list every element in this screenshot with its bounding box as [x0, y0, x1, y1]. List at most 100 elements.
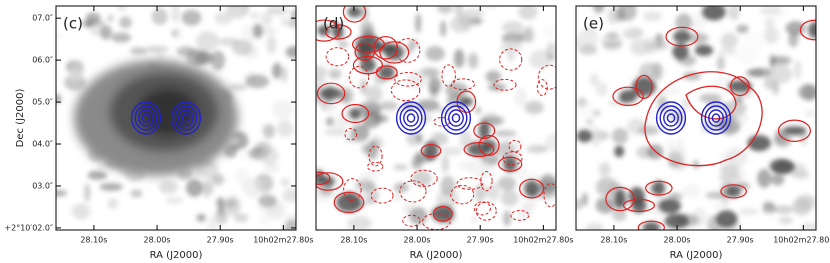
red-dashed-contour — [508, 139, 522, 153]
noise-blob — [717, 48, 737, 55]
noise-blob — [338, 41, 349, 48]
image — [56, 6, 296, 230]
noise-blob — [441, 154, 450, 174]
noise-blob — [186, 49, 209, 67]
noise-blob — [589, 73, 599, 86]
noise-blob — [245, 74, 270, 89]
noise-blob — [748, 68, 773, 78]
red-contour — [777, 119, 811, 142]
red-dashed-contour — [348, 65, 370, 89]
x-tick-label: 28.00s — [404, 236, 431, 245]
noise-blob — [611, 127, 629, 145]
noise-blob — [325, 55, 335, 67]
noise-blob — [471, 215, 479, 224]
noise-blob — [778, 217, 794, 224]
noise-blob — [85, 12, 101, 24]
red-contour — [316, 172, 344, 191]
noise-blob — [518, 6, 538, 20]
y-tick-label: 05.0″ — [32, 98, 53, 107]
noise-blob — [576, 99, 596, 115]
noise-blob — [407, 69, 428, 89]
noise-blob — [797, 84, 816, 100]
noise — [316, 6, 556, 230]
red-dashed-contour — [366, 161, 384, 172]
spot — [631, 77, 657, 97]
noise-blob — [425, 46, 445, 62]
noise-blob — [227, 84, 248, 91]
noise-blob — [500, 189, 519, 207]
spot — [423, 140, 439, 161]
spots — [576, 6, 816, 230]
blue-contours — [395, 101, 472, 135]
x-tick-label: 28.10s — [600, 236, 627, 245]
spot — [702, 6, 726, 21]
noise-blob — [158, 180, 178, 194]
y-tick-label: +2°10′02.0″ — [4, 223, 53, 232]
noise-blob — [771, 64, 793, 84]
red-contour — [351, 35, 385, 53]
noise-blob — [56, 32, 63, 39]
spot — [694, 44, 714, 56]
panel-label: (c) — [63, 15, 83, 33]
red-contour — [316, 82, 346, 105]
red-dashed-contour — [499, 48, 523, 71]
noise-blob — [518, 205, 531, 221]
noise-blob — [763, 26, 778, 45]
spot — [619, 89, 638, 103]
noise-blob — [107, 14, 114, 22]
noise-blob — [667, 192, 683, 201]
noise-blob — [280, 66, 288, 83]
noise-blob — [408, 38, 418, 49]
blue-contour — [711, 113, 721, 123]
noise-blob — [366, 140, 378, 160]
red-dashed-contour — [370, 187, 394, 204]
red-contour — [645, 180, 673, 196]
spot — [524, 180, 539, 197]
noise-blob — [458, 159, 477, 171]
noise-blob — [805, 109, 816, 117]
noise-blob — [785, 21, 806, 36]
noise-blob — [436, 6, 453, 13]
blue-contour — [395, 101, 427, 135]
red-dashed-contour — [450, 78, 476, 91]
red-contour — [473, 122, 496, 139]
blue-contour — [655, 101, 687, 135]
spot — [316, 170, 326, 186]
panel: 28.10s 28.00s 27.90s 10h02m27.80s RA (J2000)… — [315, 5, 574, 261]
noise-blob — [394, 194, 401, 201]
spot — [467, 142, 491, 157]
noise — [576, 6, 816, 230]
spot — [728, 80, 752, 93]
noise-blob — [771, 173, 785, 186]
noise-blob — [280, 177, 291, 187]
spot — [576, 129, 593, 143]
noise-blob — [699, 93, 722, 103]
panel: 28.10s 28.00s 27.90s 10h02m27.80s RA (J2000)… — [575, 5, 830, 261]
noise-blob — [266, 6, 289, 16]
noise-blob — [529, 50, 553, 69]
red-dashed-contour — [394, 71, 422, 87]
spot — [672, 43, 689, 60]
red-dashed-contour — [399, 180, 427, 203]
spot — [658, 198, 682, 214]
red-dashed-contour — [325, 47, 350, 67]
noise-blob — [772, 80, 780, 96]
blue-contour — [141, 113, 151, 123]
noise-blob — [83, 183, 91, 202]
noise-blob — [547, 41, 556, 56]
noise-blob — [667, 145, 687, 163]
x-tick-label: 28.10s — [340, 236, 367, 245]
red-contour — [612, 86, 644, 107]
noise-blob — [441, 146, 464, 156]
red-contour — [720, 184, 747, 199]
red-contour — [342, 6, 367, 23]
noise-blob — [661, 87, 682, 95]
noise-blob — [316, 65, 328, 80]
y-tick-label: 03.0″ — [32, 181, 53, 190]
noise-blob — [601, 32, 623, 52]
noise-blob — [287, 17, 296, 29]
noise-blob — [249, 11, 261, 20]
red-contour — [333, 191, 365, 214]
red-contour — [637, 220, 665, 230]
red-contour — [605, 186, 635, 212]
